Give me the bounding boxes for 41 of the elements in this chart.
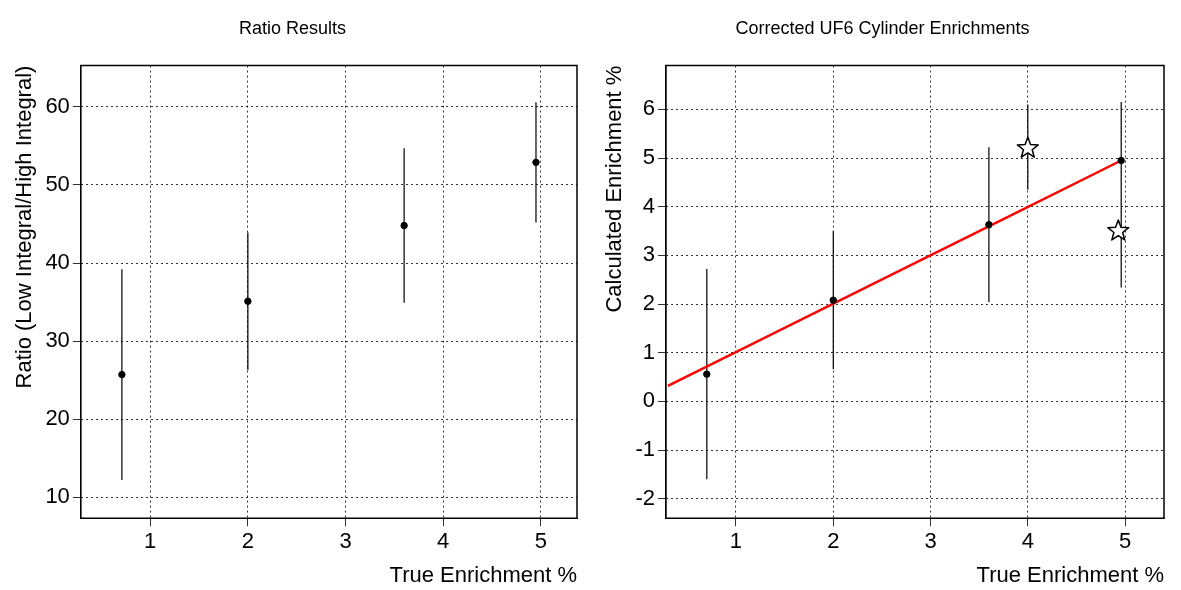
- point: [829, 296, 837, 304]
- x-tick-label: 3: [924, 528, 937, 554]
- y-tick-label: 30: [45, 327, 70, 353]
- y-tick-label: 6: [642, 95, 655, 121]
- y-tick-label: 1: [642, 338, 655, 364]
- point: [985, 221, 993, 229]
- x-axis-title: True Enrichment %: [976, 561, 1164, 587]
- y-tick-label: 60: [45, 93, 70, 119]
- point: [532, 158, 540, 167]
- y-tick-label: 50: [45, 171, 70, 197]
- y-tick-label: 2: [642, 290, 655, 316]
- x-tick-label: 2: [241, 528, 254, 554]
- y-tick-label: -2: [635, 484, 655, 510]
- x-tick-label: 5: [534, 528, 547, 554]
- y-axis-title: Ratio (Low Integral/High Integral): [11, 65, 37, 389]
- chart-title: Ratio Results: [238, 17, 347, 38]
- y-axis-title: Calculated Enrichment %: [601, 65, 627, 313]
- x-tick-label: 2: [827, 528, 840, 554]
- chart-title: Corrected UF6 Cylinder Enrichments: [735, 17, 1030, 38]
- point: [118, 370, 126, 379]
- point: [703, 370, 711, 378]
- y-tick-label: 10: [45, 483, 70, 509]
- y-tick-label: 4: [642, 192, 655, 218]
- y-tick-label: 20: [45, 405, 70, 431]
- x-tick-label: 1: [729, 528, 743, 554]
- point: [1016, 136, 1040, 158]
- y-tick-label: 40: [45, 249, 70, 275]
- point: [1107, 219, 1130, 241]
- y-tick-label: 5: [642, 144, 655, 170]
- y-tick-label: -1: [635, 436, 655, 462]
- x-tick-label: 5: [1118, 528, 1132, 554]
- x-tick-label: 4: [1021, 528, 1034, 554]
- point: [400, 221, 408, 230]
- point: [244, 297, 252, 305]
- y-tick-label: 0: [642, 387, 655, 413]
- y-tick-label: 3: [642, 241, 655, 267]
- x-tick-label: 4: [437, 528, 450, 554]
- x-tick-label: 1: [144, 528, 157, 554]
- x-tick-label: 3: [339, 528, 352, 554]
- point: [1117, 156, 1125, 165]
- x-axis-title: True Enrichment %: [389, 561, 577, 587]
